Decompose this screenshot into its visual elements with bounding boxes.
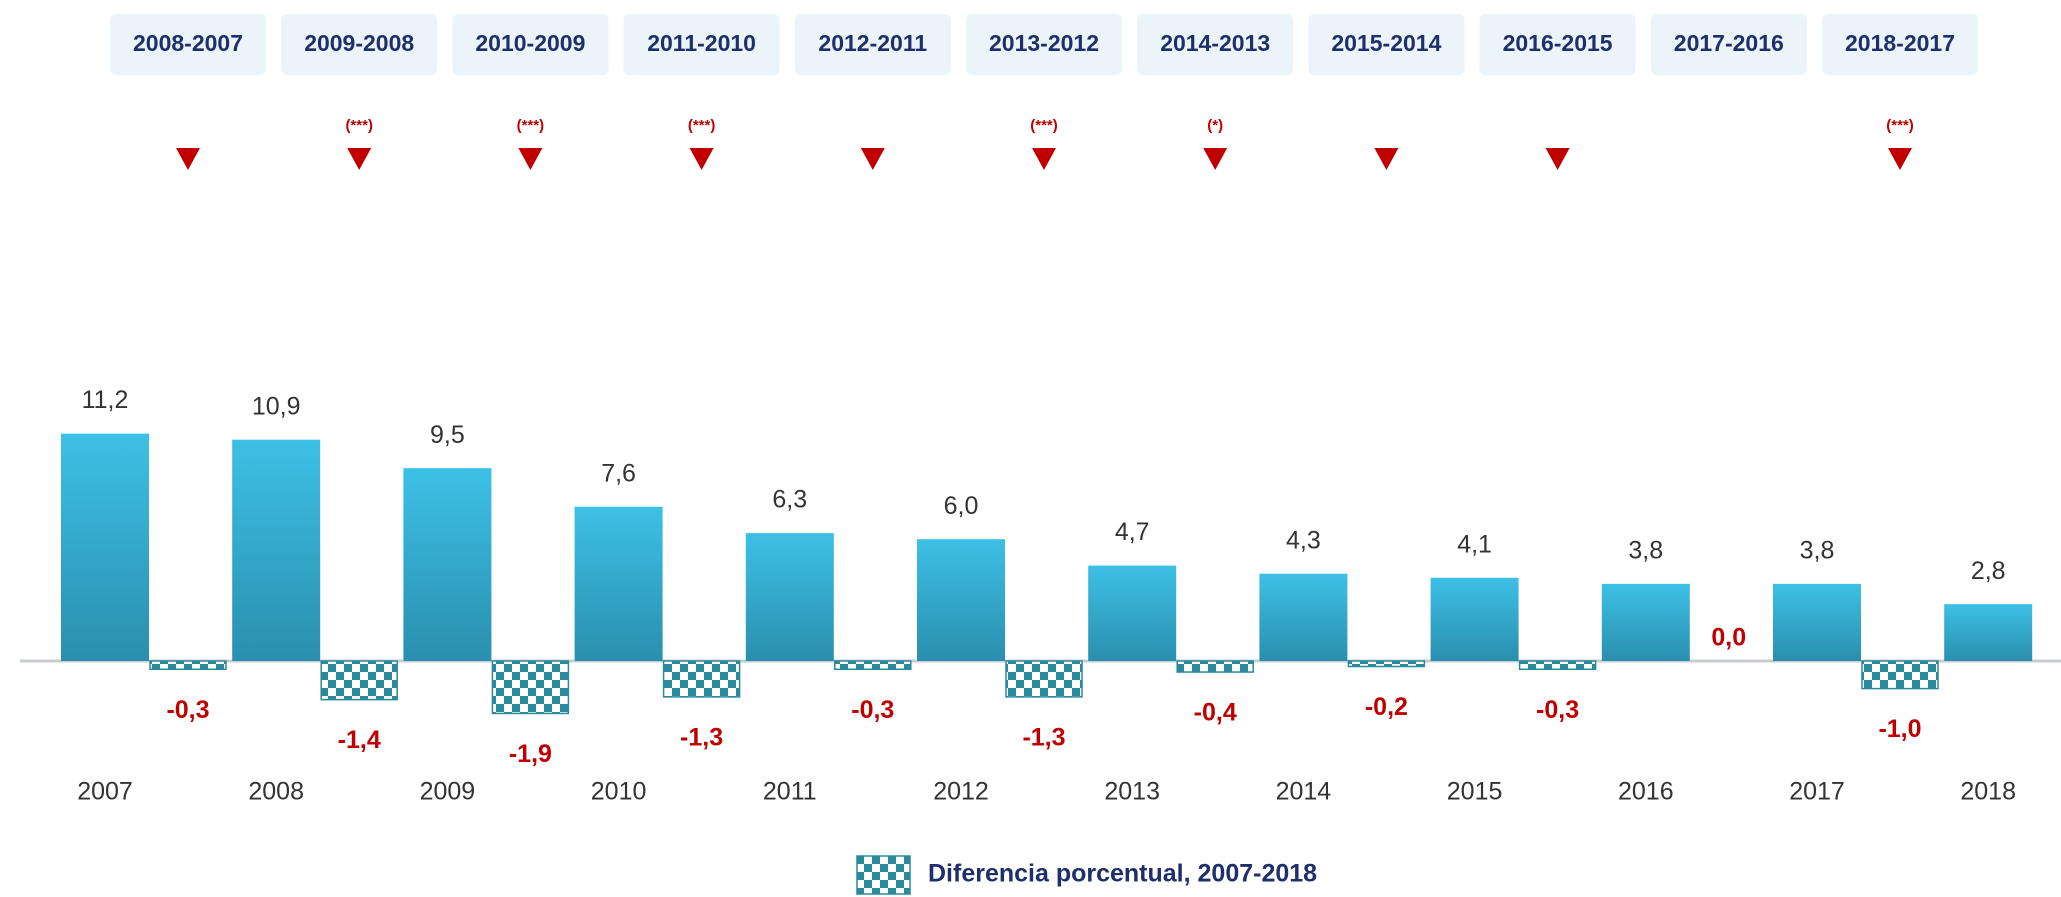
x-tick-label: 2009 (420, 778, 476, 806)
period-box (1479, 14, 1636, 75)
period-box (966, 14, 1122, 75)
period-label: 2016-2015 (1503, 30, 1613, 56)
bar (1430, 577, 1519, 661)
period-label: 2008-2007 (133, 30, 243, 56)
x-tick-label: 2011 (763, 778, 817, 806)
bar (1773, 583, 1861, 661)
x-tick-label: 2014 (1276, 778, 1332, 806)
significance-label: (***) (688, 117, 716, 134)
period-label: 2013-2012 (989, 30, 1099, 56)
decrease-marker (518, 148, 543, 170)
difference-label: -1,3 (1022, 723, 1065, 751)
difference-label: -0,2 (1365, 693, 1408, 721)
difference-bar (1861, 660, 1939, 690)
value-label: 3,8 (1800, 536, 1835, 564)
period-label: 2012-2011 (818, 30, 927, 56)
difference-bar (1518, 660, 1597, 671)
difference-label: -0,4 (1194, 699, 1237, 727)
period-label: 2011-2010 (647, 30, 756, 56)
bar (1601, 583, 1690, 661)
period-box (623, 14, 780, 75)
x-tick-label: 2018 (1960, 778, 2016, 806)
significance-label: (***) (1886, 117, 1914, 134)
difference-bar (149, 660, 227, 671)
difference-label: 0,0 (1711, 624, 1746, 652)
value-label: 2,8 (1971, 557, 2006, 585)
difference-bar (1005, 660, 1083, 698)
decrease-marker (860, 148, 885, 170)
period-box (452, 14, 609, 75)
period-label: 2009-2008 (304, 30, 414, 56)
value-label: 9,5 (430, 421, 465, 449)
x-tick-label: 2007 (77, 778, 133, 806)
difference-label: -1,4 (338, 726, 381, 754)
value-label: 4,3 (1286, 526, 1321, 554)
x-tick-label: 2012 (933, 778, 989, 806)
period-box (281, 14, 438, 75)
value-label: 7,6 (601, 459, 636, 487)
significance-label: (*) (1207, 117, 1223, 134)
x-tick-label: 2013 (1104, 778, 1160, 806)
difference-label: -0,3 (166, 696, 209, 724)
decrease-marker (1545, 148, 1570, 170)
period-box (1137, 14, 1294, 75)
decrease-marker (1203, 148, 1228, 170)
period-label: 2018-2017 (1845, 30, 1955, 56)
significance-label: (***) (1030, 117, 1058, 134)
difference-label: -1,9 (509, 740, 552, 768)
difference-bar (662, 660, 741, 698)
difference-bar (834, 660, 912, 671)
bar (1259, 573, 1348, 661)
period-box (1308, 14, 1465, 75)
difference-bar (491, 660, 570, 715)
x-tick-label: 2015 (1447, 778, 1503, 806)
difference-label: -1,0 (1878, 715, 1921, 743)
decrease-marker (1888, 148, 1912, 170)
significance-label: (***) (517, 117, 545, 134)
decrease-marker (689, 148, 714, 170)
difference-bar (320, 660, 398, 701)
decrease-marker (176, 148, 200, 170)
difference-label: -0,3 (851, 696, 894, 724)
decrease-marker (1032, 148, 1056, 170)
bar (917, 539, 1005, 661)
bar (403, 468, 492, 661)
bar (745, 533, 834, 661)
period-box (1822, 14, 1978, 75)
significance-label: (***) (345, 117, 373, 134)
value-label: 11,2 (82, 386, 129, 414)
bar (61, 433, 149, 661)
decrease-marker (347, 148, 372, 170)
x-tick-label: 2017 (1789, 778, 1845, 806)
value-label: 4,1 (1457, 530, 1492, 558)
value-label: 10,9 (252, 392, 301, 420)
difference-label: -0,3 (1536, 696, 1579, 724)
legend-swatch (856, 855, 911, 895)
period-label: 2015-2014 (1331, 30, 1441, 56)
value-label: 6,3 (772, 486, 807, 514)
period-box (110, 14, 266, 75)
period-box (1650, 14, 1807, 75)
period-label: 2017-2016 (1674, 30, 1784, 56)
difference-bar (1176, 660, 1254, 673)
x-tick-label: 2010 (591, 778, 647, 806)
bar (574, 506, 663, 661)
difference-bar (1347, 660, 1426, 668)
value-label: 6,0 (944, 492, 979, 520)
decrease-marker (1374, 148, 1399, 170)
legend-label: Diferencia porcentual, 2007-2018 (928, 860, 1317, 888)
difference-label: -1,3 (680, 723, 723, 751)
period-label: 2010-2009 (475, 30, 585, 56)
x-tick-label: 2016 (1618, 778, 1674, 806)
bar (1088, 565, 1177, 661)
bar (1944, 604, 2033, 661)
value-label: 3,8 (1628, 536, 1663, 564)
bar (232, 439, 321, 661)
x-tick-label: 2008 (248, 778, 304, 806)
period-label: 2014-2013 (1160, 30, 1270, 56)
value-label: 4,7 (1115, 518, 1150, 546)
period-box (794, 14, 951, 75)
